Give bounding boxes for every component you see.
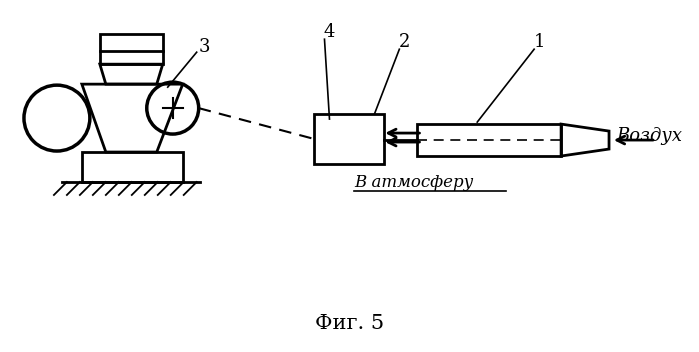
Text: 2: 2 — [398, 33, 410, 51]
Text: 4: 4 — [324, 23, 335, 41]
Text: В атмосферу: В атмосферу — [354, 174, 474, 191]
Text: 3: 3 — [199, 38, 210, 56]
Text: Воздух: Воздух — [616, 127, 682, 145]
Text: Фиг. 5: Фиг. 5 — [315, 314, 384, 333]
Text: 1: 1 — [533, 33, 545, 51]
